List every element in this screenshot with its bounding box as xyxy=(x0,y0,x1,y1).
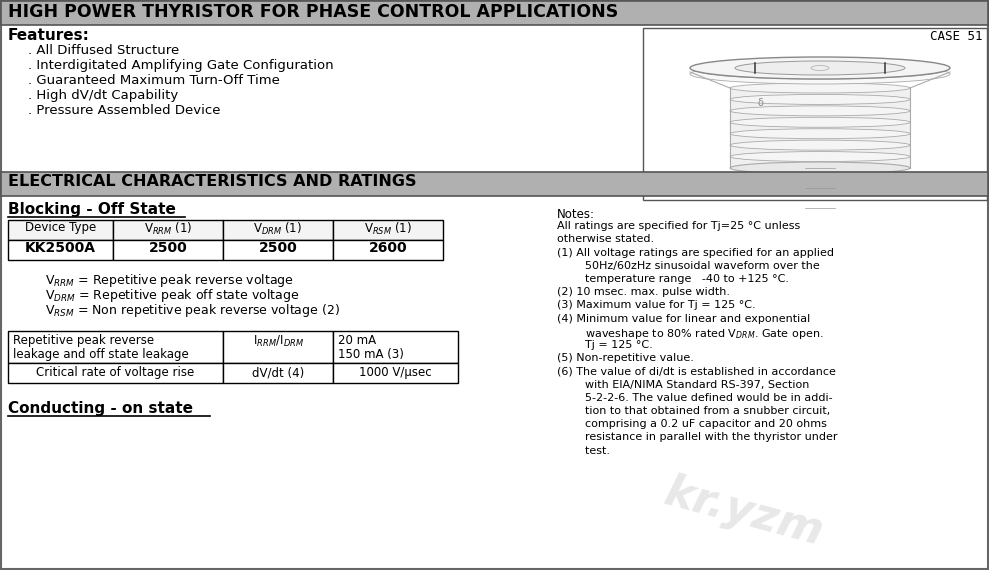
Text: (6) The value of di/dt is established in accordance: (6) The value of di/dt is established in… xyxy=(557,367,836,376)
Text: Blocking - Off State: Blocking - Off State xyxy=(8,202,176,217)
Text: kr.yzm: kr.yzm xyxy=(660,470,829,554)
Bar xyxy=(8,331,223,363)
Text: otherwise stated.: otherwise stated. xyxy=(557,234,654,245)
Text: HIGH POWER THYRISTOR FOR PHASE CONTROL APPLICATIONS: HIGH POWER THYRISTOR FOR PHASE CONTROL A… xyxy=(8,3,618,21)
Text: 2500: 2500 xyxy=(259,241,298,255)
Text: Critical rate of voltage rise: Critical rate of voltage rise xyxy=(37,366,195,379)
Text: V$_{DRM}$ = Repetitive peak off state voltage: V$_{DRM}$ = Repetitive peak off state vo… xyxy=(45,287,300,304)
Text: waveshape to 80% rated V$_{DRM}$. Gate open.: waveshape to 80% rated V$_{DRM}$. Gate o… xyxy=(557,327,824,341)
Ellipse shape xyxy=(730,117,910,127)
Text: Features:: Features: xyxy=(8,28,90,43)
Text: 20 mA: 20 mA xyxy=(338,334,376,347)
Bar xyxy=(1,172,988,196)
Text: (5) Non-repetitive value.: (5) Non-repetitive value. xyxy=(557,353,694,363)
Text: (3) Maximum value for Tj = 125 °C.: (3) Maximum value for Tj = 125 °C. xyxy=(557,300,756,311)
Bar xyxy=(333,331,458,363)
Ellipse shape xyxy=(730,140,910,150)
Text: temperature range   -40 to +125 °C.: temperature range -40 to +125 °C. xyxy=(557,274,789,284)
Text: (1) All voltage ratings are specified for an applied: (1) All voltage ratings are specified fo… xyxy=(557,247,834,258)
Bar xyxy=(223,240,333,260)
Ellipse shape xyxy=(735,61,905,75)
Bar xyxy=(223,331,333,363)
Text: 5-2-2-6. The value defined would be in addi-: 5-2-2-6. The value defined would be in a… xyxy=(557,393,833,403)
Text: (2) 10 msec. max. pulse width.: (2) 10 msec. max. pulse width. xyxy=(557,287,730,297)
Text: comprising a 0.2 uF capacitor and 20 ohms: comprising a 0.2 uF capacitor and 20 ohm… xyxy=(557,419,827,429)
Ellipse shape xyxy=(730,152,910,161)
Text: leakage and off state leakage: leakage and off state leakage xyxy=(13,348,189,361)
Bar xyxy=(8,240,113,260)
Ellipse shape xyxy=(730,106,910,116)
Text: tion to that obtained from a snubber circuit,: tion to that obtained from a snubber cir… xyxy=(557,406,830,416)
Bar xyxy=(113,240,223,260)
Text: All ratings are specified for Tj=25 °C unless: All ratings are specified for Tj=25 °C u… xyxy=(557,221,800,231)
Text: V$_{RSM}$ = Non repetitive peak reverse voltage (2): V$_{RSM}$ = Non repetitive peak reverse … xyxy=(45,302,340,319)
Ellipse shape xyxy=(730,162,910,174)
Bar xyxy=(1,1,988,25)
Text: V$_{RRM}$ = Repetitive peak reverse voltage: V$_{RRM}$ = Repetitive peak reverse volt… xyxy=(45,272,294,289)
Text: 2500: 2500 xyxy=(148,241,187,255)
Text: with EIA/NIMA Standard RS-397, Section: with EIA/NIMA Standard RS-397, Section xyxy=(557,380,809,390)
Text: 150 mA (3): 150 mA (3) xyxy=(338,348,404,361)
Ellipse shape xyxy=(735,58,905,72)
Text: 2600: 2600 xyxy=(369,241,407,255)
Ellipse shape xyxy=(730,83,910,93)
Text: (4) Minimum value for linear and exponential: (4) Minimum value for linear and exponen… xyxy=(557,314,810,324)
Bar xyxy=(730,88,910,168)
Text: 50Hz/60zHz sinusoidal waveform over the: 50Hz/60zHz sinusoidal waveform over the xyxy=(557,261,820,271)
Bar xyxy=(8,363,223,383)
Text: . Pressure Assembled Device: . Pressure Assembled Device xyxy=(28,104,221,117)
Text: Tj = 125 °C.: Tj = 125 °C. xyxy=(557,340,653,350)
Text: Repetitive peak reverse: Repetitive peak reverse xyxy=(13,334,154,347)
Bar xyxy=(333,363,458,383)
Bar xyxy=(223,220,333,240)
Text: CASE 51: CASE 51 xyxy=(931,30,983,43)
Bar xyxy=(223,363,333,383)
Bar xyxy=(8,220,113,240)
Bar xyxy=(333,220,443,240)
Text: KK2500A: KK2500A xyxy=(25,241,96,255)
Text: resistance in parallel with the thyristor under: resistance in parallel with the thyristo… xyxy=(557,433,838,442)
Text: V$_{RSM}$ (1): V$_{RSM}$ (1) xyxy=(364,221,412,237)
Text: . High dV/dt Capability: . High dV/dt Capability xyxy=(28,89,178,102)
Text: Conducting - on state: Conducting - on state xyxy=(8,401,193,416)
Ellipse shape xyxy=(730,129,910,139)
Bar xyxy=(333,240,443,260)
Text: dV/dt (4): dV/dt (4) xyxy=(252,366,305,379)
Ellipse shape xyxy=(730,95,910,104)
Text: test.: test. xyxy=(557,446,610,455)
Text: V$_{DRM}$ (1): V$_{DRM}$ (1) xyxy=(253,221,303,237)
Bar xyxy=(113,220,223,240)
Text: Notes:: Notes: xyxy=(557,208,595,221)
Bar xyxy=(1,1,988,25)
Ellipse shape xyxy=(725,59,915,75)
Text: ELECTRICAL CHARACTERISTICS AND RATINGS: ELECTRICAL CHARACTERISTICS AND RATINGS xyxy=(8,174,416,189)
Text: . Guaranteed Maximum Turn-Off Time: . Guaranteed Maximum Turn-Off Time xyxy=(28,74,280,87)
Text: I$_{RRM}$/I$_{DRM}$: I$_{RRM}$/I$_{DRM}$ xyxy=(252,334,304,349)
Bar xyxy=(1,172,988,196)
Text: Device Type: Device Type xyxy=(25,221,96,234)
Text: V$_{RRM}$ (1): V$_{RRM}$ (1) xyxy=(143,221,192,237)
Text: 1000 V/μsec: 1000 V/μsec xyxy=(359,366,432,379)
Ellipse shape xyxy=(690,64,950,84)
Ellipse shape xyxy=(690,57,950,79)
Text: . All Diffused Structure: . All Diffused Structure xyxy=(28,44,179,57)
Text: . Interdigitated Amplifying Gate Configuration: . Interdigitated Amplifying Gate Configu… xyxy=(28,59,333,72)
Ellipse shape xyxy=(695,61,945,79)
Text: δ: δ xyxy=(758,98,764,108)
Bar xyxy=(643,28,987,200)
